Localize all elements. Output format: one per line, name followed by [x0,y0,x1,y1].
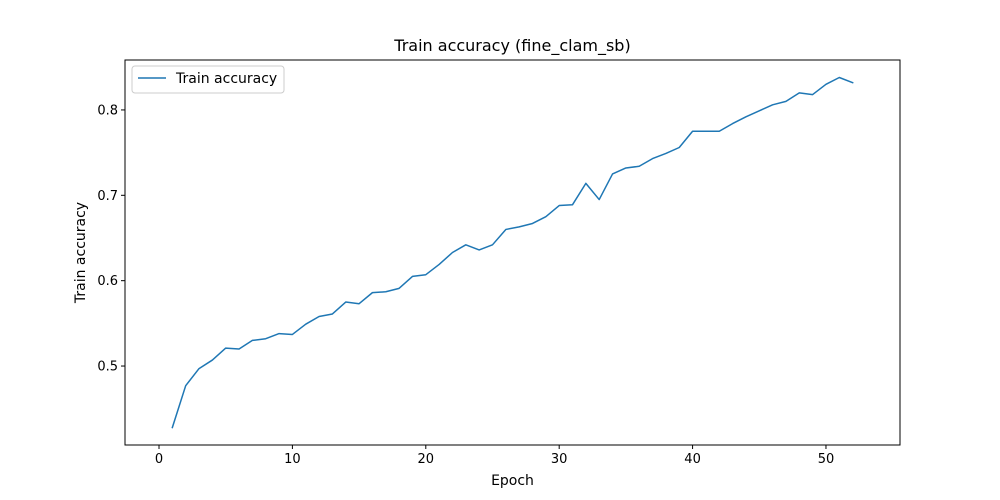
y-tick-label: 0.7 [97,189,118,204]
series-line-train-accuracy [171,76,854,429]
x-tick-label: 10 [284,452,301,467]
chart-title: Train accuracy (fine_clam_sb) [393,36,630,56]
x-tick-label: 50 [818,452,835,467]
x-tick-label: 30 [551,452,568,467]
plot-area: 0 10 20 30 40 50 0.5 0.6 0.7 0.8 [97,76,854,467]
legend-box [131,65,285,94]
x-axis-label: Epoch [491,473,534,489]
x-tick-label: 0 [155,452,163,467]
axes-frame [124,59,901,446]
y-axis-label: Train accuracy [73,202,89,304]
x-tick-label: 40 [684,452,701,467]
y-tick-label: 0.6 [97,274,118,289]
x-tick-label: 20 [418,452,435,467]
y-tick-label: 0.5 [97,360,118,375]
legend-label: Train accuracy [175,71,277,87]
legend: Train accuracy [131,65,285,94]
y-tick-label: 0.8 [97,103,118,118]
